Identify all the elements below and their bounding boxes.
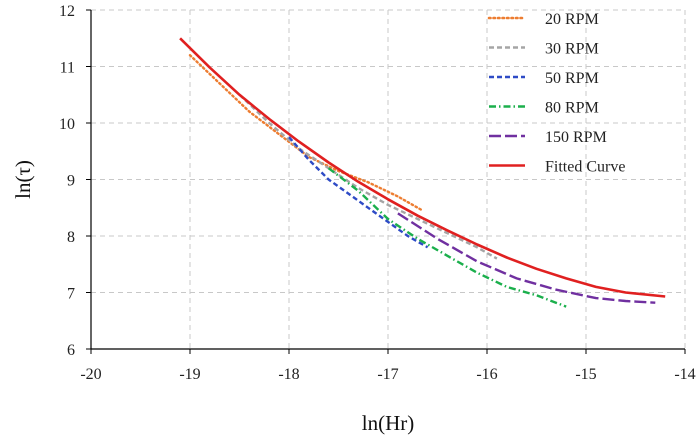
y-tick-label: 11 [60, 60, 75, 77]
legend-label: 50 RPM [545, 70, 599, 87]
legend-label: 20 RPM [545, 11, 599, 28]
legend-label: 80 RPM [545, 100, 599, 117]
series-line-30-rpm [238, 93, 498, 260]
legend-label: 30 RPM [545, 41, 599, 58]
series-line-50-rpm [288, 136, 429, 249]
x-tick-label: -17 [377, 366, 398, 383]
x-axis-label: ln(Hr) [362, 411, 414, 435]
legend: 20 RPM 30 RPM 50 RPM 80 RPM 150 RPM Fitted Cu… [487, 11, 625, 176]
grid [91, 9, 686, 349]
y-axis-label: ln(τ) [11, 160, 35, 199]
x-tick-label: -20 [80, 366, 101, 383]
x-tick-label: -18 [278, 366, 299, 383]
x-tick-label: -15 [575, 366, 596, 383]
y-tick-label: 9 [67, 173, 75, 190]
legend-label: Fitted Curve [545, 159, 625, 176]
x-tick-label: -19 [179, 366, 200, 383]
y-tick-label: 7 [67, 286, 75, 303]
series-line-150-rpm [397, 212, 656, 304]
x-tick-label: -16 [476, 366, 497, 383]
series-line-20-rpm [188, 54, 424, 212]
x-tick-label: -14 [674, 366, 695, 383]
legend-label: 150 RPM [545, 129, 607, 146]
series-line-fitted-curve [179, 37, 666, 298]
y-tick-label: 8 [67, 229, 75, 246]
series-line-80-rpm [327, 167, 567, 308]
x-tick-labels: -20 -19 -18 -17 -16 -15 -14 [80, 349, 696, 383]
y-tick-label: 6 [67, 342, 75, 359]
y-tick-label: 12 [59, 3, 75, 20]
series-layer [179, 37, 666, 308]
y-tick-labels: 6 7 8 9 10 11 12 [59, 3, 91, 359]
y-tick-label: 10 [59, 116, 75, 133]
